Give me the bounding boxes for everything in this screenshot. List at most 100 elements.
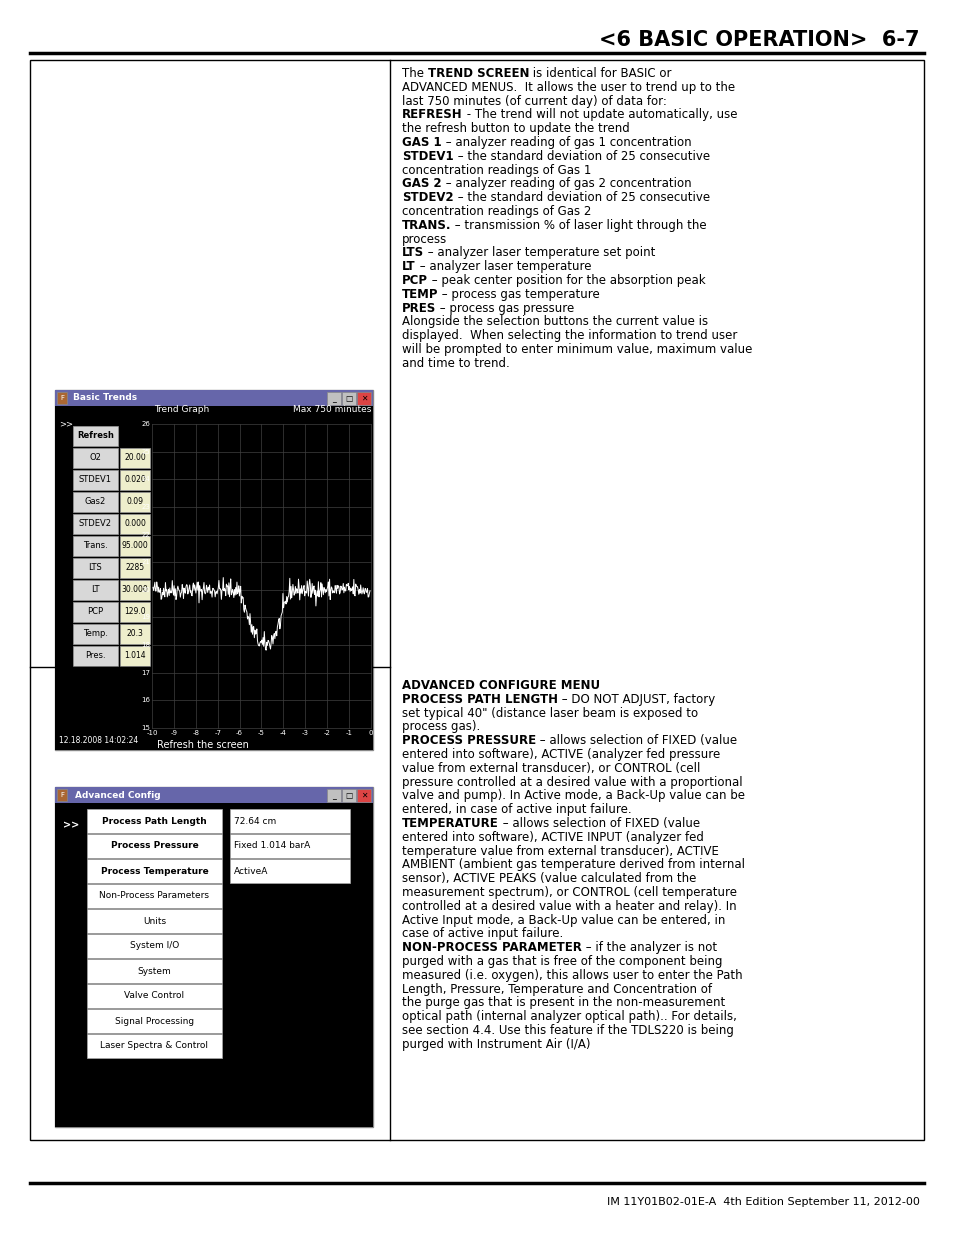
Text: LT: LT (401, 261, 416, 273)
Text: TEMP: TEMP (401, 288, 438, 301)
Text: >>: >> (63, 820, 79, 830)
Bar (73, 426, 118, 446)
Text: IM 11Y01B02-01E-A  4th Edition September 11, 2012-00: IM 11Y01B02-01E-A 4th Edition September … (606, 1197, 919, 1207)
Text: concentration readings of Gas 2: concentration readings of Gas 2 (401, 205, 591, 219)
Text: O2: O2 (90, 453, 101, 462)
Text: 12.18.2008 14:02:24: 12.18.2008 14:02:24 (59, 736, 138, 745)
Text: TREND SCREEN: TREND SCREEN (427, 67, 529, 80)
Text: 22: 22 (141, 531, 150, 537)
Text: sensor), ACTIVE PEAKS (value calculated from the: sensor), ACTIVE PEAKS (value calculated … (401, 872, 696, 885)
Bar (87, 884, 222, 908)
Text: Laser Spectra & Control: Laser Spectra & Control (100, 1041, 209, 1051)
Text: LT: LT (91, 585, 100, 594)
Text: pressure controlled at a desired value with a proportional: pressure controlled at a desired value w… (401, 776, 741, 789)
Text: purged with Instrument Air (I/A): purged with Instrument Air (I/A) (401, 1037, 590, 1051)
Text: Non-Process Parameters: Non-Process Parameters (99, 892, 210, 900)
Text: GAS 1: GAS 1 (401, 136, 441, 149)
Bar (87, 984, 222, 1008)
Text: System I/O: System I/O (130, 941, 179, 951)
Text: 0.09: 0.09 (127, 498, 143, 506)
Text: STDEV1: STDEV1 (79, 475, 112, 484)
Text: PCP: PCP (401, 274, 428, 287)
Text: measurement spectrum), or CONTROL (cell temperature: measurement spectrum), or CONTROL (cell … (401, 885, 737, 899)
Text: value from external transducer), or CONTROL (cell: value from external transducer), or CONT… (401, 762, 700, 774)
Text: 0.020: 0.020 (124, 475, 146, 484)
Text: – the standard deviation of 25 consecutive: – the standard deviation of 25 consecuti… (453, 191, 709, 204)
Bar (55, 390, 373, 750)
Text: Signal Processing: Signal Processing (114, 1016, 193, 1025)
Bar (73, 536, 118, 556)
Text: -5: -5 (258, 730, 265, 736)
Bar (57, 391, 67, 404)
Text: 15: 15 (141, 725, 150, 731)
Text: 95.000: 95.000 (121, 541, 149, 551)
Text: PCP: PCP (88, 608, 104, 616)
Text: Gas2: Gas2 (85, 498, 106, 506)
Text: F: F (60, 792, 64, 798)
Bar (55, 787, 373, 803)
Bar (87, 860, 222, 883)
Text: – peak center position for the absorption peak: – peak center position for the absorptio… (428, 274, 705, 287)
Bar (73, 448, 118, 468)
Bar (73, 492, 118, 513)
Text: -1: -1 (345, 730, 353, 736)
Bar (341, 391, 355, 405)
Text: ✕: ✕ (360, 394, 367, 403)
Text: F: F (60, 395, 64, 401)
Text: Process Temperature: Process Temperature (100, 867, 208, 876)
Bar (73, 601, 118, 622)
Text: _: _ (332, 394, 335, 403)
Text: 2285: 2285 (125, 563, 145, 573)
Text: will be prompted to enter minimum value, maximum value: will be prompted to enter minimum value,… (401, 343, 752, 356)
Text: Alongside the selection buttons the current value is: Alongside the selection buttons the curr… (401, 315, 707, 329)
Text: STDEV2: STDEV2 (401, 191, 453, 204)
Bar (120, 492, 150, 513)
Text: – if the analyzer is not: – if the analyzer is not (581, 941, 717, 955)
Text: -2: -2 (323, 730, 331, 736)
Text: ADVANCED CONFIGURE MENU: ADVANCED CONFIGURE MENU (401, 679, 599, 692)
Bar (73, 558, 118, 578)
Text: Refresh the screen: Refresh the screen (157, 740, 249, 750)
Text: LTS: LTS (89, 563, 102, 573)
Text: case of active input failure.: case of active input failure. (401, 927, 562, 940)
Text: LTS: LTS (401, 247, 424, 259)
Bar (341, 789, 355, 802)
Text: Fixed 1.014 barA: Fixed 1.014 barA (233, 841, 310, 851)
Text: - The trend will not update automatically, use: - The trend will not update automaticall… (462, 109, 737, 121)
Text: 21: 21 (141, 559, 150, 566)
Text: 18: 18 (141, 642, 150, 648)
Text: Units: Units (143, 916, 166, 925)
Text: 25: 25 (141, 448, 150, 454)
Bar (55, 803, 373, 1128)
Text: 1.014: 1.014 (124, 652, 146, 661)
Text: set typical 40" (distance laser beam is exposed to: set typical 40" (distance laser beam is … (401, 706, 698, 720)
Text: 0.000: 0.000 (124, 520, 146, 529)
Text: concentration readings of Gas 1: concentration readings of Gas 1 (401, 163, 591, 177)
Text: -3: -3 (301, 730, 309, 736)
Text: controlled at a desired value with a heater and relay). In: controlled at a desired value with a hea… (401, 900, 736, 913)
Text: 20: 20 (141, 587, 150, 593)
Text: Trend Graph: Trend Graph (153, 405, 209, 414)
Text: System: System (137, 967, 172, 976)
Text: □: □ (345, 790, 353, 800)
Text: Max 750 minutes: Max 750 minutes (293, 405, 371, 414)
Text: The: The (401, 67, 427, 80)
Text: displayed.  When selecting the information to trend user: displayed. When selecting the informatio… (401, 330, 737, 342)
Text: PROCESS PRESSURE: PROCESS PRESSURE (401, 734, 536, 747)
Bar (120, 601, 150, 622)
Bar (30, 61, 923, 1140)
Text: -9: -9 (171, 730, 177, 736)
Text: AMBIENT (ambient gas temperature derived from internal: AMBIENT (ambient gas temperature derived… (401, 858, 744, 872)
Text: – analyzer laser temperature: – analyzer laser temperature (416, 261, 591, 273)
Bar (327, 789, 340, 802)
Text: 72.64 cm: 72.64 cm (233, 816, 276, 825)
Text: 26: 26 (141, 421, 150, 427)
Bar (87, 960, 222, 983)
Text: Active Input mode, a Back-Up value can be entered, in: Active Input mode, a Back-Up value can b… (401, 914, 724, 926)
Bar (73, 580, 118, 600)
Bar (87, 909, 222, 932)
Text: purged with a gas that is free of the component being: purged with a gas that is free of the co… (401, 955, 721, 968)
Bar (120, 448, 150, 468)
Text: – the standard deviation of 25 consecutive: – the standard deviation of 25 consecuti… (453, 149, 709, 163)
Text: 129.0: 129.0 (124, 608, 146, 616)
